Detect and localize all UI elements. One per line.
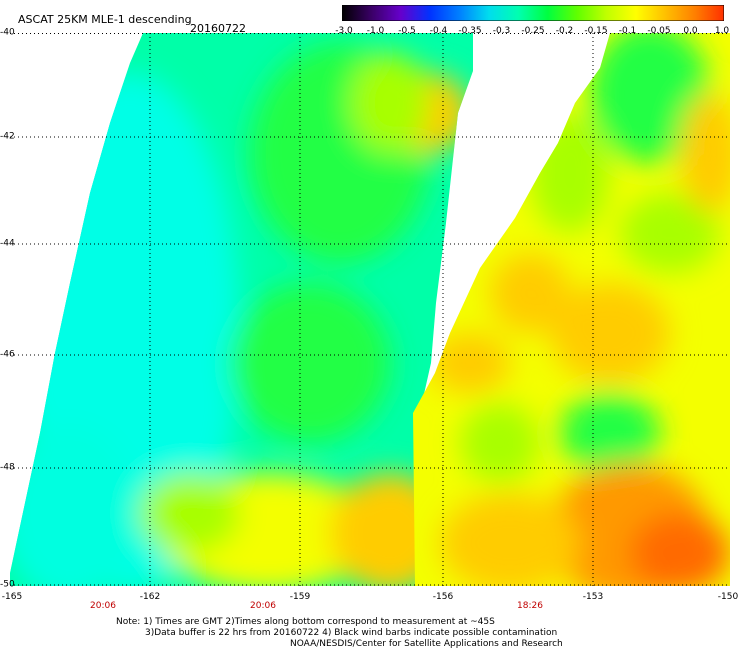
color-scale-tick: -0.05 [647, 26, 671, 36]
swath-east [413, 33, 730, 586]
lon-label-162: -162 [139, 592, 161, 602]
color-scale-tick: -0.15 [584, 26, 608, 36]
product-date: 20160722 [190, 22, 246, 35]
lat-label-48: -48 [0, 462, 15, 473]
scatterometer-map[interactable] [10, 33, 730, 586]
color-scale-tick: 0.0 [683, 26, 698, 36]
note-line-1: Note: 1) Times are GMT 2)Times along bot… [116, 617, 495, 627]
lat-label-46: -46 [0, 349, 15, 360]
color-scale-tick: -0.5 [398, 26, 416, 36]
color-scale-tick: -0.35 [458, 26, 482, 36]
color-scale-tick: -0.25 [521, 26, 545, 36]
color-scale-tick: -0.4 [429, 26, 448, 36]
lat-label-42: -42 [0, 131, 15, 142]
lon-label-159: -159 [289, 592, 311, 602]
time-label-1: 20:06 [90, 601, 116, 611]
lon-label-153: -153 [582, 592, 604, 602]
lon-label-165: -165 [1, 592, 23, 602]
color-scale-tick: -0.3 [492, 26, 511, 36]
lat-lon-grid [10, 33, 730, 586]
lat-label-44: -44 [0, 238, 15, 249]
color-scale-tick: 1.0 [714, 26, 730, 36]
time-label-2: 20:06 [250, 601, 276, 611]
time-label-3: 18:26 [517, 601, 543, 611]
lon-label-156: -156 [432, 592, 454, 602]
color-scale-tick: -0.2 [555, 26, 574, 36]
note-line-3: NOAA/NESDIS/Center for Satellite Applica… [290, 639, 563, 649]
color-scale-tick: -1.0 [366, 26, 385, 36]
product-title: ASCAT 25KM MLE-1 descending [18, 13, 192, 26]
color-scale-tick: -3.0 [335, 26, 353, 36]
note-line-2: 3)Data buffer is 22 hrs from 20160722 4)… [145, 628, 558, 638]
color-scale-bar [342, 5, 724, 21]
lon-label-150: -150 [717, 592, 739, 602]
lat-label-40: -40 [0, 27, 15, 38]
color-scale-tick: -0.1 [618, 26, 637, 36]
swath-west [10, 33, 473, 586]
lat-label-50: -50 [0, 579, 15, 590]
